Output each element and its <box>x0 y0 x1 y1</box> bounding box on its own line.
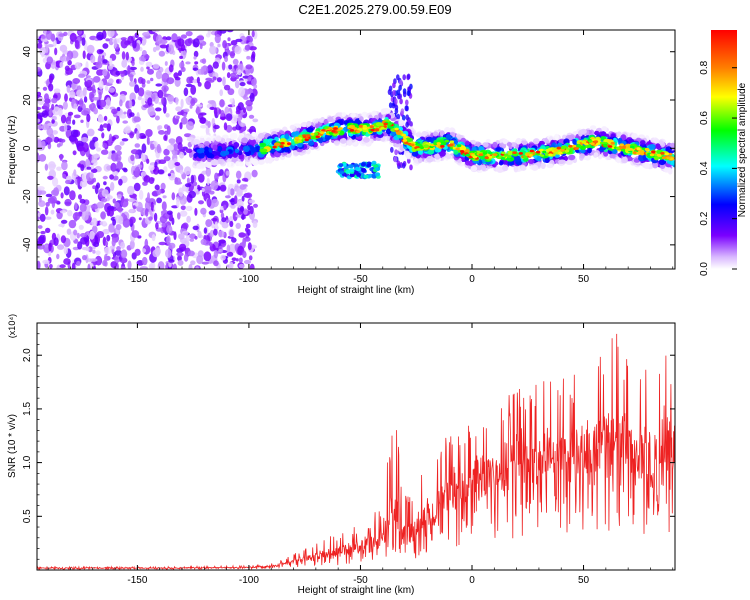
colorbar-tick-label: 0.4 <box>699 161 710 175</box>
spectrogram-axes: -150 -100 -50 0 50 -40 -20 0 20 40 <box>22 30 675 285</box>
spectrogram-xtick-label: -150 <box>127 274 147 285</box>
colorbar: 0.0 0.2 0.4 0.6 0.8 Normalized spectral ampl… <box>699 30 748 276</box>
snr-multiplier: (x10⁴) <box>7 314 17 338</box>
colorbar-gradient <box>711 30 737 269</box>
figure-title: C2E1.2025.279.00.59.E09 <box>298 2 452 17</box>
spectrogram-ylabel: Frequency (Hz) <box>7 116 18 185</box>
snr-series-line <box>37 333 675 570</box>
spectrogram-xtick-label: -50 <box>353 274 368 285</box>
spectrogram-xtick-label: 0 <box>469 274 475 285</box>
snr-panel: -150 -100 -50 0 50 0.5 1.0 1.5 2.0 Height of str… <box>7 314 676 596</box>
spectrogram-xlabel: Height of straight line (km) <box>298 285 415 296</box>
snr-xtick-label: -100 <box>239 575 259 586</box>
snr-ytick-label: 0.5 <box>22 509 33 523</box>
colorbar-label: Normalized spectral amplitude <box>737 82 748 217</box>
snr-ytick-label: 2.0 <box>22 348 33 362</box>
spectrogram-xtick-label: -100 <box>239 274 259 285</box>
snr-ylabel: SNR (10 * v/v) <box>7 414 18 478</box>
spectrogram-frame <box>36 29 676 270</box>
spectrogram-ytick-label: -20 <box>22 189 33 204</box>
colorbar-tick-label: 0.0 <box>699 262 710 276</box>
spectrogram-xtick-label: 50 <box>578 274 590 285</box>
spectrogram-panel: -150 -100 -50 0 50 -40 -20 0 20 40 Height of stra… <box>7 29 676 296</box>
snr-xtick-label: -150 <box>127 575 147 586</box>
spectrogram-ytick-label: 40 <box>22 46 33 58</box>
colorbar-tick-label: 0.8 <box>699 60 710 74</box>
snr-xtick-label: 0 <box>469 575 475 586</box>
snr-frame <box>36 322 676 571</box>
snr-ytick-label: 1.0 <box>22 455 33 469</box>
snr-xtick-label: -50 <box>353 575 368 586</box>
colorbar-tick-label: 0.2 <box>699 211 710 225</box>
spectrogram-ytick-label: 0 <box>22 145 33 151</box>
colorbar-tick-label: 0.6 <box>699 111 710 125</box>
spectrogram-ytick-label: 20 <box>22 94 33 106</box>
snr-ytick-label: 1.5 <box>22 402 33 416</box>
snr-xtick-label: 50 <box>578 575 590 586</box>
spectrogram-ytick-label: -40 <box>22 237 33 252</box>
colorbar-axes: 0.0 0.2 0.4 0.6 0.8 <box>699 60 737 276</box>
snr-axes: -150 -100 -50 0 50 0.5 1.0 1.5 2.0 <box>22 323 675 586</box>
spectrogram-image <box>37 30 675 269</box>
snr-xlabel: Height of straight line (km) <box>298 585 415 596</box>
